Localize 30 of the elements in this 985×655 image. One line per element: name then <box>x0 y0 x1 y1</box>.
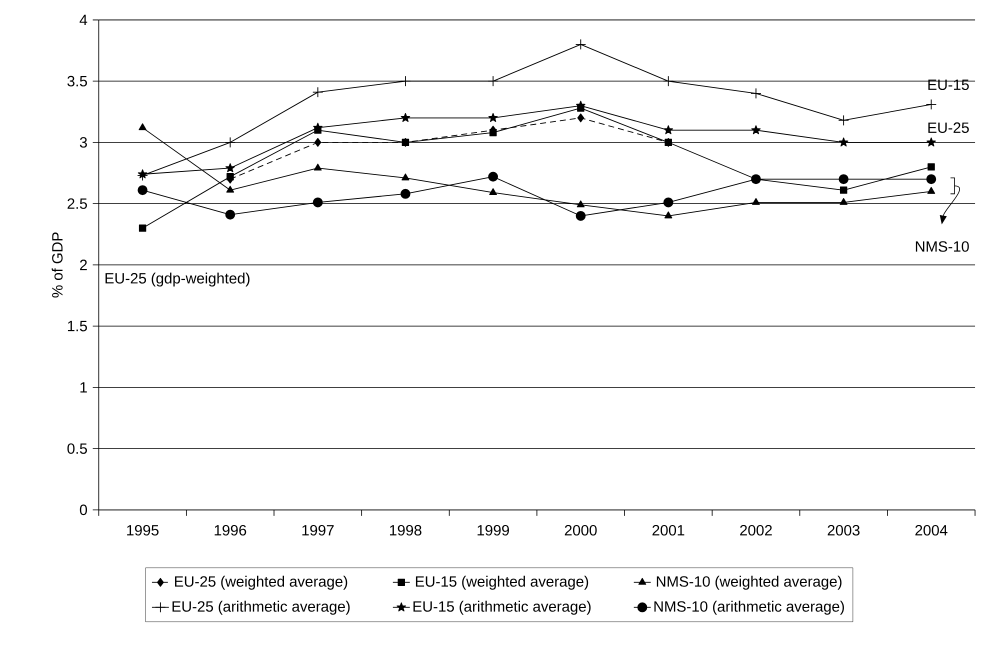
annotation: EU-15 <box>928 80 969 90</box>
y-tick-label: 3 <box>80 137 87 148</box>
x-tick-label: 2001 <box>652 524 684 536</box>
annotation: EU-25 <box>928 122 969 133</box>
x-tick-label: 1995 <box>127 524 159 536</box>
x-tick-label: 2002 <box>740 524 772 536</box>
x-tick-label: 1997 <box>302 524 334 536</box>
y-axis-title: % of GDP <box>52 232 63 298</box>
y-tick-label: 1.5 <box>68 320 87 332</box>
x-tick-label: 1998 <box>390 524 422 536</box>
x-tick-label: 1999 <box>478 524 509 536</box>
x-tick-label: 2004 <box>915 524 948 536</box>
y-tick-label: 1 <box>80 382 87 392</box>
annotation: EU-25 (gdp-weighted) <box>106 272 250 286</box>
legend-label: NMS-10 (weighted average) <box>656 576 842 590</box>
x-tick-label: 2000 <box>564 524 597 536</box>
legend-label: NMS-10 (arithmetic average) <box>654 600 844 615</box>
legend-label: EU-15 (arithmetic average) <box>413 600 591 615</box>
annotation: NMS-10 <box>916 241 969 252</box>
legend-label: EU-15 (weighted average) <box>416 576 588 590</box>
legend-label: EU-25 (arithmetic average) <box>172 600 350 615</box>
y-tick-label: 3.5 <box>67 76 87 86</box>
x-tick-label: 1996 <box>214 524 246 536</box>
x-tick-label: 2003 <box>828 524 860 536</box>
y-tick-label: 4 <box>80 14 88 25</box>
y-tick-label: 0 <box>80 504 88 516</box>
y-tick-label: 2 <box>80 260 87 270</box>
y-tick-label: 2.5 <box>68 198 87 209</box>
legend-label: EU-25 (weighted average) <box>175 576 348 590</box>
y-tick-label: 0.5 <box>67 443 87 454</box>
